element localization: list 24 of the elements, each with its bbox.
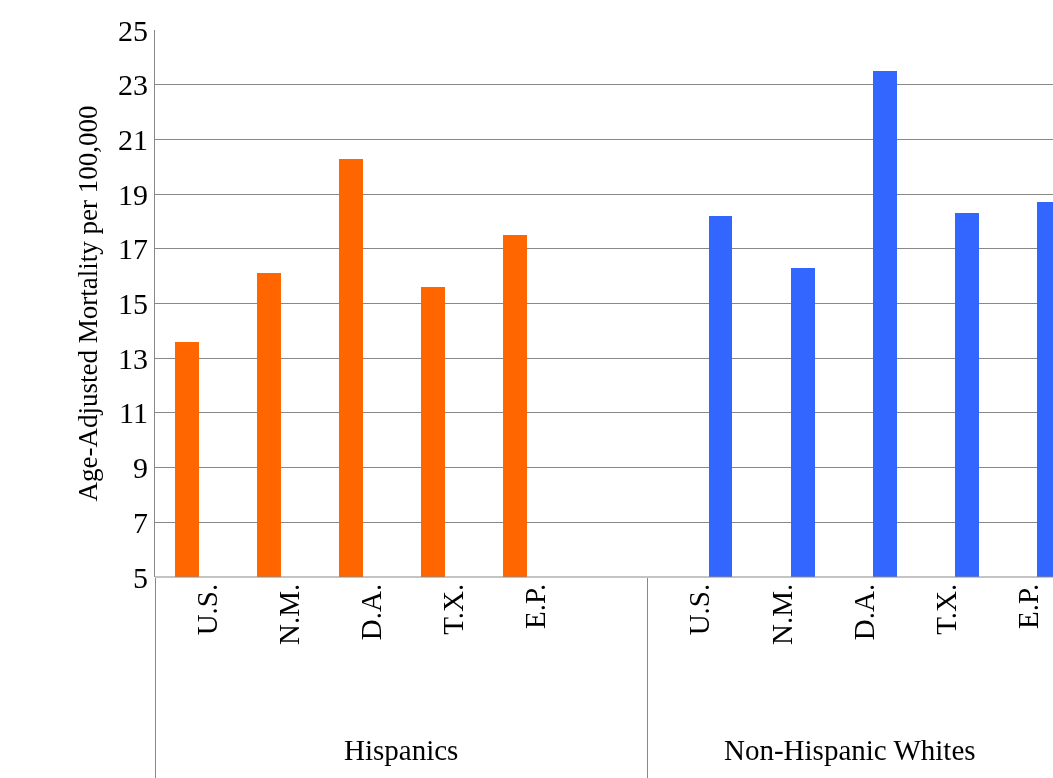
- y-tick-label: 5: [133, 560, 148, 594]
- y-tick-label: 11: [119, 396, 148, 430]
- x-tick-label: N.M.: [765, 583, 798, 646]
- y-axis-title: Age-Adjusted Mortality per 100,000: [73, 105, 104, 502]
- x-tick-label: D.A.: [847, 583, 880, 641]
- y-tick-label: 19: [118, 177, 148, 211]
- x-tick-label: U.S.: [190, 583, 223, 636]
- y-tick-label: 25: [118, 13, 148, 47]
- series-label: Hispanics: [344, 734, 459, 766]
- y-tick-label: 7: [133, 505, 148, 539]
- series-label: Non-Hispanic Whites: [724, 734, 976, 766]
- y-tick-label: 9: [133, 451, 148, 485]
- x-tick-label: T.X.: [929, 583, 962, 635]
- x-tick-label: U.S.: [683, 583, 716, 636]
- y-tick-label: 21: [118, 122, 148, 156]
- y-tick-label: 23: [118, 68, 148, 102]
- x-tick-label: E.P.: [519, 583, 552, 629]
- x-tick-label: N.M.: [273, 583, 306, 646]
- y-tick-label: 13: [118, 341, 148, 375]
- x-tick-label: D.A.: [355, 583, 388, 641]
- x-tick-label: E.P.: [1011, 583, 1044, 629]
- y-tick-label: 17: [118, 232, 148, 266]
- x-tick-label: T.X.: [437, 583, 470, 635]
- y-tick-label: 15: [118, 287, 148, 320]
